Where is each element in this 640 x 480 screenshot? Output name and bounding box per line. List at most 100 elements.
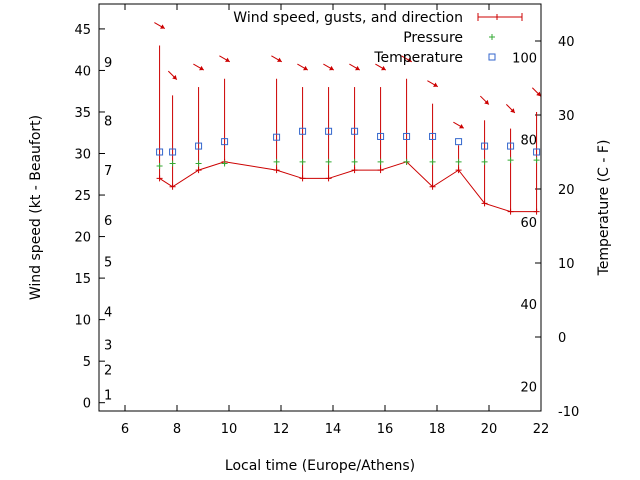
arrow-head bbox=[381, 65, 386, 71]
fahrenheit-label: 40 bbox=[520, 298, 537, 313]
y-left-tick-label: 40 bbox=[74, 64, 91, 79]
wind-speed-point bbox=[169, 183, 176, 190]
fahrenheit-label: 60 bbox=[520, 216, 537, 231]
y-left-tick-label: 20 bbox=[74, 231, 91, 246]
wind-speed-point bbox=[481, 200, 488, 207]
wind-speed-point bbox=[377, 167, 384, 174]
wind-speed-point bbox=[156, 175, 163, 182]
chart-marks bbox=[154, 22, 542, 215]
beaufort-label: 6 bbox=[104, 214, 112, 229]
wind-direction-arrow bbox=[154, 22, 166, 29]
x-tick-label: 12 bbox=[273, 422, 290, 437]
x-tick-label: 22 bbox=[533, 422, 550, 437]
pressure-point bbox=[507, 157, 514, 164]
arrow-head bbox=[433, 82, 438, 87]
pressure-point bbox=[221, 160, 228, 167]
beaufort-label: 5 bbox=[104, 255, 112, 270]
wind-direction-arrow bbox=[505, 103, 516, 114]
pressure-point bbox=[195, 160, 202, 167]
x-tick-label: 10 bbox=[221, 422, 238, 437]
wind-direction-arrow bbox=[271, 55, 283, 63]
pressure-point bbox=[403, 158, 410, 165]
x-tick-label: 18 bbox=[429, 422, 446, 437]
wind-direction-arrow bbox=[479, 95, 490, 105]
wind-direction-arrow bbox=[323, 63, 335, 71]
y-left-tick-label: 10 bbox=[74, 314, 91, 329]
wind-direction-arrow bbox=[375, 63, 387, 71]
pressure-point bbox=[169, 160, 176, 167]
arrow-head bbox=[160, 24, 165, 29]
arrow-head bbox=[510, 108, 515, 113]
pressure-point bbox=[299, 158, 306, 165]
y-left-tick-label: 15 bbox=[74, 272, 91, 287]
y-left-tick-label: 45 bbox=[74, 23, 91, 38]
pressure-point bbox=[377, 158, 384, 165]
wind-speed-point bbox=[273, 167, 280, 174]
x-tick-label: 16 bbox=[377, 422, 394, 437]
wind-direction-arrow bbox=[427, 80, 439, 88]
temperature-point bbox=[156, 148, 164, 156]
y-axis-label-left: Wind speed (kt - Beaufort) bbox=[28, 115, 44, 300]
beaufort-label: 2 bbox=[104, 363, 112, 378]
wind-speed-point bbox=[325, 175, 332, 182]
y-right-tick-label: 0 bbox=[558, 331, 566, 346]
temperature-point bbox=[481, 142, 489, 150]
wind-speed-point bbox=[533, 208, 540, 215]
beaufort-label: 1 bbox=[104, 388, 112, 403]
beaufort-label: 3 bbox=[104, 339, 112, 354]
beaufort-label: 7 bbox=[104, 164, 112, 179]
arrow-head bbox=[536, 91, 541, 97]
pressure-point bbox=[455, 158, 462, 165]
y-right-tick-label: 30 bbox=[558, 109, 575, 124]
wind-speed-point bbox=[195, 167, 202, 174]
wind-speed-point bbox=[299, 175, 306, 182]
temperature-point bbox=[533, 148, 541, 156]
y-right-tick-label: -10 bbox=[558, 405, 579, 420]
wind-speed-point bbox=[351, 167, 358, 174]
wind-speed-point bbox=[507, 208, 514, 215]
temperature-point bbox=[299, 127, 307, 135]
temperature-point bbox=[455, 138, 463, 146]
legend: Wind speed, gusts, and direction Pressure… bbox=[233, 10, 523, 66]
x-tick-label: 8 bbox=[173, 422, 181, 437]
wind-speed-point bbox=[429, 183, 436, 190]
axis-ticks: 6 8 10 12 14 16 18 20 22051015202530354045-10010… bbox=[74, 4, 579, 437]
x-tick-label: 6 bbox=[121, 422, 129, 437]
y-left-tick-label: 25 bbox=[74, 189, 91, 204]
fahrenheit-label: 20 bbox=[520, 380, 537, 395]
plot-frame bbox=[98, 3, 542, 412]
y-left-tick-label: 35 bbox=[74, 106, 91, 121]
legend-swatch-pressure bbox=[489, 34, 495, 40]
legend-swatch-temperature bbox=[488, 53, 496, 61]
temperature-point bbox=[403, 132, 411, 140]
wind-direction-arrow bbox=[193, 63, 205, 71]
fahrenheit-label: 100 bbox=[512, 51, 537, 66]
arrow-head bbox=[407, 57, 412, 62]
y-left-tick-label: 30 bbox=[74, 148, 91, 163]
arrow-head bbox=[329, 65, 334, 71]
y-right-tick-label: 40 bbox=[558, 35, 575, 50]
arrow-head bbox=[459, 124, 464, 129]
y-right-tick-label: 20 bbox=[558, 183, 575, 198]
arrow-head bbox=[484, 99, 489, 105]
arrow-head bbox=[172, 75, 177, 80]
wind-direction-arrow bbox=[297, 63, 309, 71]
legend-label-wind: Wind speed, gusts, and direction bbox=[233, 10, 463, 26]
temperature-point bbox=[429, 132, 437, 140]
temperature-point bbox=[377, 132, 385, 140]
arrow-head bbox=[303, 65, 308, 71]
wind-speed-point bbox=[455, 167, 462, 174]
temperature-point bbox=[351, 127, 359, 135]
y-left-tick-label: 5 bbox=[83, 355, 91, 370]
legend-label-pressure: Pressure bbox=[403, 30, 463, 46]
pressure-point bbox=[273, 158, 280, 165]
pressure-point bbox=[325, 158, 332, 165]
wind-direction-arrow bbox=[531, 87, 542, 97]
y-right-tick-label: 10 bbox=[558, 257, 575, 272]
wind-direction-arrow bbox=[453, 121, 465, 129]
pressure-point bbox=[481, 158, 488, 165]
temperature-point bbox=[325, 127, 333, 135]
pressure-point bbox=[351, 158, 358, 165]
wind-direction-arrow bbox=[167, 70, 178, 80]
